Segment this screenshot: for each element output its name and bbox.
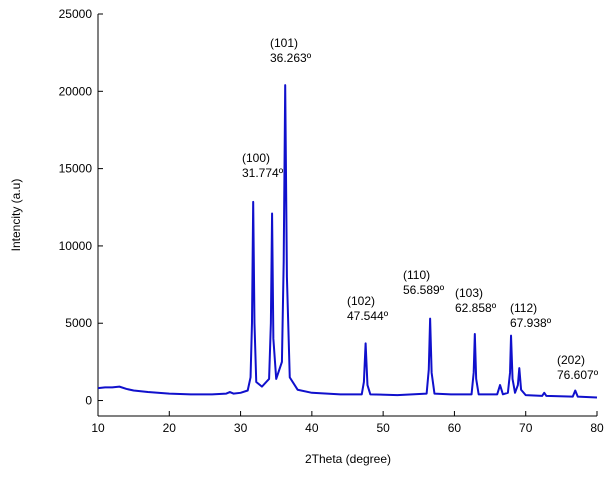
x-tick-label: 10	[91, 421, 105, 435]
peak-hkl: (103)	[455, 286, 483, 300]
x-tick-label: 60	[448, 421, 462, 435]
peak-angle: 76.607º	[557, 368, 599, 382]
peak-hkl: (202)	[557, 353, 585, 367]
y-tick-label: 0	[85, 394, 92, 408]
x-tick-label: 40	[305, 421, 319, 435]
peak-angle: 36.263º	[270, 51, 312, 65]
peak-hkl: (101)	[270, 36, 298, 50]
y-tick-label: 15000	[59, 162, 93, 176]
peak-angle: 56.589º	[403, 283, 445, 297]
y-axis-label: Intencity (a.u)	[9, 179, 23, 252]
peak-angle: 47.544º	[347, 309, 389, 323]
peak-angle: 67.938º	[510, 316, 552, 330]
x-tick-label: 20	[163, 421, 177, 435]
y-tick-label: 5000	[65, 316, 92, 330]
x-tick-label: 50	[376, 421, 390, 435]
x-tick-label: 80	[590, 421, 604, 435]
x-tick-label: 30	[234, 421, 248, 435]
peak-hkl: (100)	[242, 151, 270, 165]
peak-hkl: (110)	[403, 268, 430, 282]
y-tick-label: 10000	[59, 239, 93, 253]
data-line	[97, 84, 598, 399]
peak-angle: 62.858º	[455, 301, 497, 315]
peak-angle: 31.774º	[242, 166, 284, 180]
peak-hkl: (102)	[347, 294, 375, 308]
x-axis-label: 2Theta (degree)	[305, 452, 391, 466]
y-tick-label: 25000	[59, 7, 93, 21]
x-tick-label: 70	[519, 421, 533, 435]
y-tick-label: 20000	[59, 84, 93, 98]
peak-hkl: (112)	[510, 301, 537, 315]
